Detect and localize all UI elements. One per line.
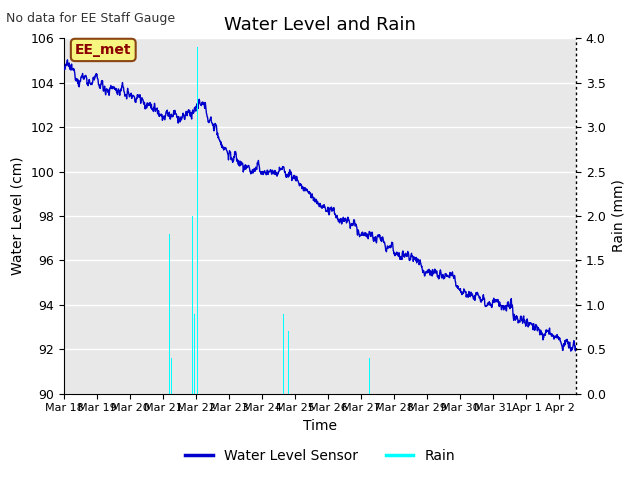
Title: Water Level and Rain: Water Level and Rain	[224, 16, 416, 34]
Text: EE_met: EE_met	[75, 43, 131, 57]
Text: No data for EE Staff Gauge: No data for EE Staff Gauge	[6, 12, 175, 25]
Legend: Water Level Sensor, Rain: Water Level Sensor, Rain	[179, 443, 461, 468]
X-axis label: Time: Time	[303, 419, 337, 433]
Y-axis label: Rain (mm): Rain (mm)	[611, 180, 625, 252]
Y-axis label: Water Level (cm): Water Level (cm)	[11, 156, 25, 276]
